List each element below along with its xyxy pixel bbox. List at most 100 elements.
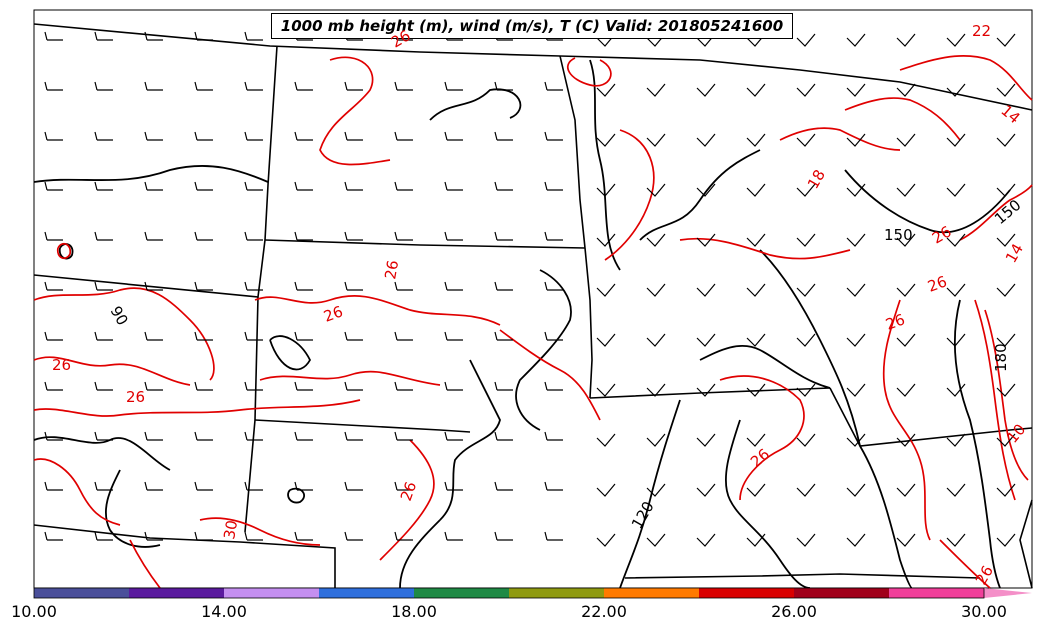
wind-barb: [544, 381, 563, 391]
wind-barb: [544, 431, 563, 441]
wind-barb: [394, 131, 413, 141]
wind-barb: [796, 533, 816, 547]
colorbar: [33, 587, 1032, 599]
colorbar-bin-0: [34, 588, 129, 598]
wind-barb: [194, 381, 213, 391]
wind-barb: [144, 431, 163, 441]
wind-barb: [94, 231, 113, 241]
wind-barb: [544, 81, 563, 91]
wind-barb: [94, 381, 113, 391]
wind-barb: [896, 233, 916, 247]
wind-barb: [244, 231, 263, 241]
wind-barb: [144, 481, 163, 491]
wind-barb: [596, 433, 616, 447]
wind-barb: [144, 281, 163, 291]
colorbar-tick-5: 30.00: [961, 602, 1007, 621]
colorbar-bin-3: [319, 588, 414, 598]
wind-barb: [494, 81, 513, 91]
wind-barb: [544, 481, 563, 491]
wind-barb: [646, 433, 666, 447]
wind-barb: [444, 231, 463, 241]
wind-barb: [946, 133, 966, 147]
wind-barb: [294, 431, 313, 441]
colorbar-outline: [33, 587, 985, 599]
wind-barb: [846, 283, 866, 297]
wind-barb: [144, 381, 163, 391]
wind-barb: [796, 183, 816, 197]
wind-barb: [696, 283, 716, 297]
wind-barb: [94, 131, 113, 141]
wind-barb: [996, 183, 1016, 197]
wind-barb: [544, 131, 563, 141]
wind-barb: [144, 181, 163, 191]
wind-barb: [596, 133, 616, 147]
colorbar-bin-5: [509, 588, 604, 598]
wind-barb: [696, 183, 716, 197]
wind-barb: [194, 181, 213, 191]
wind-barb: [846, 333, 866, 347]
wind-barb: [846, 183, 866, 197]
wind-barb: [896, 533, 916, 547]
wind-barb: [494, 481, 513, 491]
wind-barb: [444, 481, 463, 491]
wind-barb: [44, 531, 63, 541]
wind-barb: [696, 383, 716, 397]
colorbar-bin-9: [889, 588, 984, 598]
wind-barbs: [44, 31, 1016, 547]
wind-barb: [946, 483, 966, 497]
wind-barb: [946, 533, 966, 547]
wind-barb: [194, 281, 213, 291]
wind-barb: [344, 281, 363, 291]
wind-barb: [294, 131, 313, 141]
wind-barb: [194, 481, 213, 491]
wind-barb: [494, 231, 513, 241]
wind-barb: [796, 433, 816, 447]
wind-barb: [494, 181, 513, 191]
wind-barb: [746, 333, 766, 347]
wind-barb: [646, 383, 666, 397]
wind-barb: [746, 283, 766, 297]
wind-barb: [596, 183, 616, 197]
wind-barb: [996, 433, 1016, 447]
wind-barb: [244, 281, 263, 291]
wind-barb: [996, 333, 1016, 347]
wind-barb: [194, 231, 213, 241]
wind-barb: [244, 81, 263, 91]
wind-barb: [344, 181, 363, 191]
colorbar-tick-3: 22.00: [581, 602, 627, 621]
wind-barb: [44, 481, 63, 491]
wind-barb: [394, 81, 413, 91]
wind-barb: [996, 383, 1016, 397]
wind-barb: [796, 233, 816, 247]
wind-barb: [344, 331, 363, 341]
wind-barb: [646, 233, 666, 247]
wind-barb: [194, 31, 213, 41]
colorbar-bin-4: [414, 588, 509, 598]
wind-barb: [996, 483, 1016, 497]
wind-barb: [596, 383, 616, 397]
wind-barb: [44, 331, 63, 341]
wind-barb: [896, 183, 916, 197]
wind-barb: [244, 481, 263, 491]
wind-barb: [746, 83, 766, 97]
wind-barb: [94, 81, 113, 91]
wind-barb: [344, 381, 363, 391]
wind-barb: [44, 231, 63, 241]
wind-barb: [696, 433, 716, 447]
wind-barb: [796, 383, 816, 397]
wind-barb: [846, 233, 866, 247]
wind-barb: [394, 281, 413, 291]
wind-barb: [144, 531, 163, 541]
map-title: 1000 mb height (m), wind (m/s), T (C) Va…: [271, 13, 793, 39]
wind-barb: [846, 383, 866, 397]
wind-barb: [596, 533, 616, 547]
wind-barb: [896, 33, 916, 47]
wind-barb: [394, 431, 413, 441]
wind-barb: [494, 281, 513, 291]
wind-barb: [94, 531, 113, 541]
wind-barb: [494, 381, 513, 391]
wind-barb: [896, 133, 916, 147]
colorbar-tick-1: 14.00: [201, 602, 247, 621]
map-frame: [33, 9, 1033, 589]
